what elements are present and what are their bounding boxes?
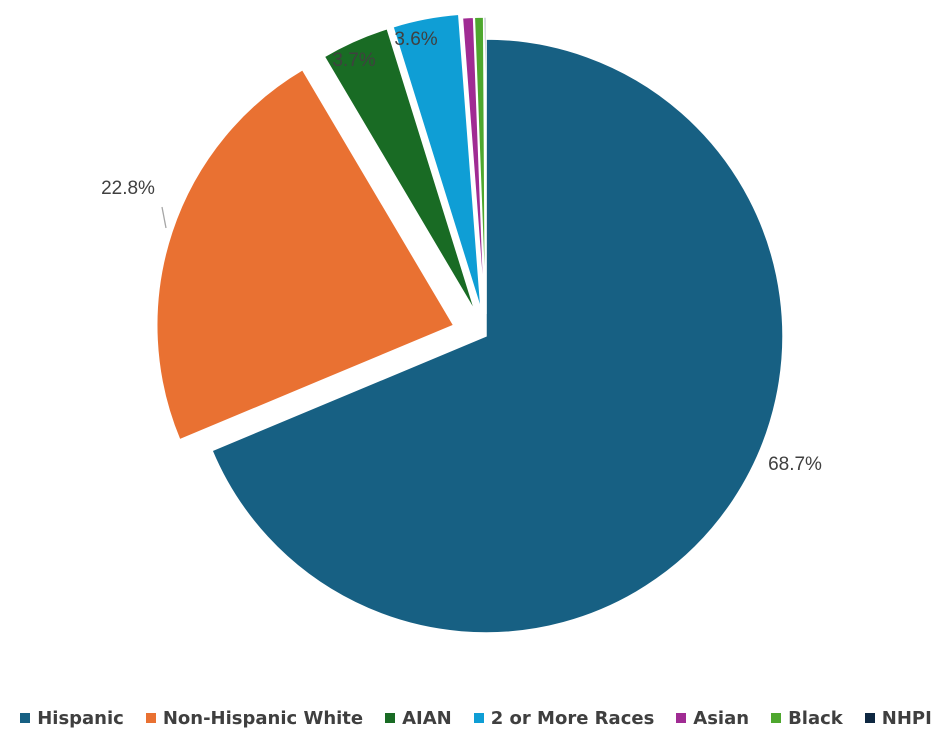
pie-slice-asian [461, 16, 486, 315]
pie-slice-aian [323, 27, 477, 313]
legend-swatch [676, 713, 687, 723]
legend-swatch [473, 713, 484, 723]
legend-item-black: Black [771, 708, 843, 729]
legend-item-asian: Asian [676, 708, 749, 729]
legend-item-2-or-more-races: 2 or More Races [473, 707, 655, 729]
legend-swatch [145, 713, 156, 723]
data-label-non-hispanic-white: 22.8% [101, 178, 155, 199]
legend-label: Asian [693, 707, 750, 729]
legend-label: Non-Hispanic White [162, 707, 364, 729]
data-label-aian: 3.7% [332, 50, 375, 71]
legend-label: 2 or More Races [490, 707, 655, 729]
legend-item-nhpi: NHPI [864, 707, 932, 729]
pie-chart: 68.7% 22.8% 3.7% 3.6% [101, 13, 822, 634]
pie-slice-2-or-more-races [391, 13, 482, 311]
legend-item-non-hispanic-white: Non-Hispanic White [145, 707, 364, 729]
legend-label: AIAN [402, 707, 452, 729]
legend-label: Black [788, 707, 843, 729]
legend-item-aian: AIAN [385, 708, 452, 729]
legend-swatch [864, 713, 875, 723]
data-label-hispanic: 68.7% [768, 454, 822, 475]
leader-line-non-hispanic-white [161, 206, 167, 229]
data-label-2-or-more-races: 3.6% [394, 29, 437, 50]
pie-slice-nhpi [483, 16, 487, 315]
legend-swatch [385, 713, 396, 723]
legend-item-hispanic: Hispanic [20, 708, 124, 729]
legend-swatch [20, 713, 31, 723]
legend-label: NHPI [881, 707, 932, 729]
pie-slice-non-hispanic-white [156, 68, 455, 441]
legend-swatch [771, 713, 782, 723]
legend-label: Hispanic [37, 707, 124, 729]
chart-legend: Hispanic Non-Hispanic White AIAN 2 or More … [0, 704, 952, 732]
pie-slice-hispanic [210, 38, 784, 634]
